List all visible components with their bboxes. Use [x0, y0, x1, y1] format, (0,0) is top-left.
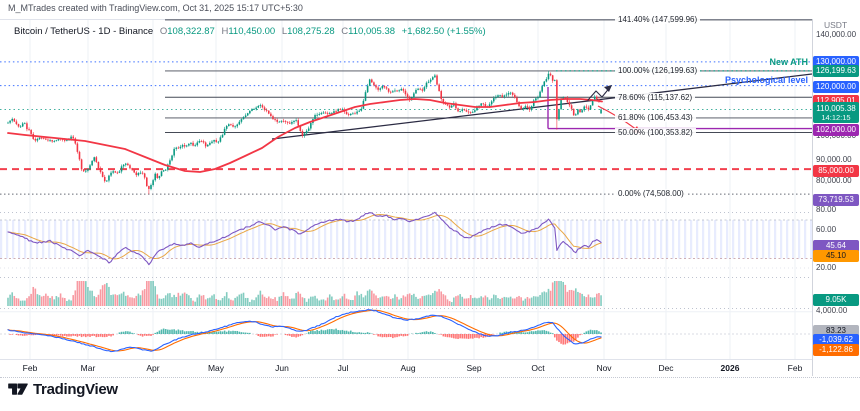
price-axis[interactable]	[812, 19, 860, 376]
price-axis-label: 100,000.00	[816, 131, 857, 140]
price-axis-label: 80,000.00	[816, 176, 852, 185]
bar-countdown: 14:12:15	[821, 112, 851, 122]
price-axis-label: 90,000.00	[816, 155, 852, 164]
price-axis-label: 4,000.00	[816, 306, 848, 315]
price-axis-badge: 83.23	[813, 324, 859, 337]
price-axis-badge: 85,000.00	[813, 164, 859, 177]
price-axis-badge: 102,000.00	[813, 123, 859, 136]
price-axis-badge: 45.10	[813, 249, 859, 262]
price-axis-label: 20.00	[816, 263, 837, 272]
price-axis-label: 140,000.00	[816, 30, 857, 39]
price-axis-label: 80.00	[816, 205, 837, 214]
price-axis-badge: 9.05K	[813, 293, 859, 306]
price-axis-badge: -1,039.62	[813, 333, 859, 346]
price-axis-badge: 110,005.38 14:12:15	[813, 102, 859, 123]
price-axis-badge: 112,905.01	[813, 94, 859, 107]
tradingview-logo[interactable]: TradingView	[8, 381, 118, 398]
price-axis-badge: 126,199.63	[813, 64, 859, 77]
price-axis-badge: 130,000.00	[813, 55, 859, 68]
tradingview-logo-icon	[8, 383, 28, 395]
price-chart-canvas[interactable]	[0, 0, 812, 378]
price-axis-badge: -1,122.86	[813, 343, 859, 356]
tradingview-logo-text: TradingView	[33, 381, 118, 398]
price-axis-badge: 73,719.53	[813, 193, 859, 206]
price-axis-badge: 120,000.00	[813, 80, 859, 93]
price-axis-badge: 45.64	[813, 239, 859, 252]
price-axis-label: 60.00	[816, 225, 837, 234]
axis-currency-label: USDT	[824, 20, 848, 30]
